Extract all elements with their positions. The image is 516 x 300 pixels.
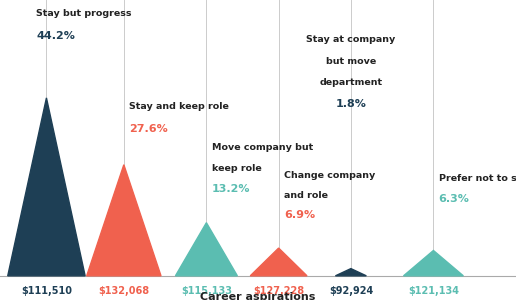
Text: $111,510: $111,510: [21, 286, 72, 296]
Text: 6.3%: 6.3%: [439, 194, 470, 204]
Text: Stay and keep role: Stay and keep role: [129, 102, 229, 111]
Text: department: department: [319, 78, 382, 87]
Text: Prefer not to say: Prefer not to say: [439, 174, 516, 183]
Text: $127,228: $127,228: [253, 286, 304, 296]
Text: $92,924: $92,924: [329, 286, 373, 296]
Text: 27.6%: 27.6%: [129, 124, 168, 134]
Polygon shape: [250, 248, 307, 276]
Text: 13.2%: 13.2%: [212, 184, 250, 194]
Polygon shape: [175, 223, 237, 276]
Text: $132,068: $132,068: [98, 286, 150, 296]
Text: 44.2%: 44.2%: [36, 31, 75, 41]
Text: 6.9%: 6.9%: [284, 210, 315, 220]
Text: Move company but: Move company but: [212, 142, 313, 152]
Text: Change company: Change company: [284, 171, 375, 180]
Text: and role: and role: [284, 191, 328, 200]
Text: 1.8%: 1.8%: [335, 99, 366, 109]
Polygon shape: [87, 165, 161, 276]
Text: keep role: keep role: [212, 164, 261, 173]
Text: $115,133: $115,133: [181, 286, 232, 296]
Text: Career aspirations: Career aspirations: [200, 292, 316, 300]
Text: $121,134: $121,134: [408, 286, 459, 296]
Polygon shape: [8, 98, 85, 276]
Text: but move: but move: [326, 57, 376, 66]
Text: Stay at company: Stay at company: [307, 35, 395, 44]
Polygon shape: [335, 268, 366, 276]
Polygon shape: [404, 250, 463, 276]
Text: Stay but progress: Stay but progress: [36, 9, 132, 18]
